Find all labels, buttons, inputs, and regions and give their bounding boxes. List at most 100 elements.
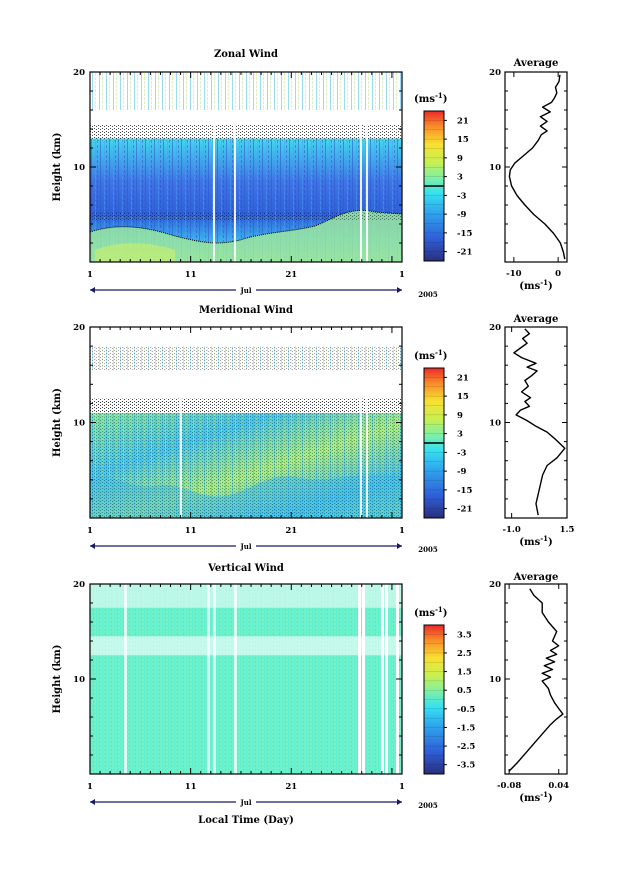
upper-sparse (90, 72, 402, 110)
colorbar-tick-label: -3 (457, 448, 467, 458)
timeline-arrow-left (90, 287, 95, 293)
data-gap-7 (385, 584, 388, 774)
contour-band-top (90, 398, 402, 413)
colorbar-tick-label: 2.5 (457, 649, 472, 659)
heatmap-field-2 (90, 346, 402, 518)
colorbar-tick-label: -1.5 (457, 723, 475, 733)
heatmap-field-1 (90, 72, 402, 262)
average-title: Average (513, 572, 559, 583)
y-minor-ticks (90, 71, 402, 263)
timeline-month: Jul (239, 542, 251, 551)
zero-contour-dots (90, 124, 402, 141)
colorbar-tick-label: 3 (457, 173, 463, 183)
average-y-tick-label: 10 (489, 419, 501, 429)
average-x-tick-label: 0 (555, 269, 561, 279)
sparse-top (90, 584, 402, 608)
x-tick-label: 11 (185, 526, 197, 536)
y-tick-label: 10 (73, 163, 85, 173)
colorbar-tick-label: -21 (457, 505, 472, 515)
x-tick-label: 1 (87, 526, 93, 536)
average-frame (504, 71, 568, 263)
colorbar-tick-label: -2.5 (457, 742, 475, 752)
x-tick-label: 11 (185, 270, 197, 280)
timeline-year: 2005 (418, 801, 438, 810)
average-title: Average (513, 58, 559, 69)
data-gap-2 (360, 110, 362, 262)
colorbar-tick-label: 21 (457, 116, 469, 126)
y-axis-label: Height (km) (52, 133, 63, 202)
panel-title: Zonal Wind (214, 49, 278, 60)
data-gap-1 (234, 110, 236, 262)
colorbar-tick-label: -0.5 (457, 705, 475, 715)
average-y-tick-label: 10 (489, 163, 501, 173)
x-tick-label: 1 (87, 270, 93, 280)
colorbar-tick-label: -21 (457, 248, 472, 258)
x-tick-label: 1 (399, 782, 405, 792)
average-y-tick-label: 20 (489, 68, 501, 78)
data-gap-5 (362, 584, 365, 774)
contour-dots (90, 412, 402, 518)
sparse-band (90, 636, 402, 656)
field-texture (90, 584, 402, 774)
average-y-tick-label: 20 (489, 580, 501, 590)
x-tick-label: 1 (87, 782, 93, 792)
x-tick-label: 11 (185, 782, 197, 792)
y-axis-label: Height (km) (52, 645, 63, 714)
x-tick-label: 1 (399, 526, 405, 536)
x-axis-label: Local Time (Day) (198, 815, 294, 826)
y-tick-label: 10 (73, 419, 85, 429)
colorbar-tick-label: 15 (457, 392, 469, 402)
heatmap-field-3 (90, 584, 402, 774)
average-frame (504, 326, 568, 519)
x-tick-label: 21 (285, 526, 297, 536)
x-tick-label: 21 (285, 782, 297, 792)
y-tick-label: 20 (73, 323, 85, 333)
x-minor-ticks (89, 584, 403, 774)
colorbar-tick-label: -3.5 (457, 761, 475, 771)
average-x-tick-label: -10 (506, 269, 521, 279)
colorbar-tick-label: 1.5 (457, 668, 472, 678)
average-profile-line (508, 588, 564, 772)
colorbar-tick-label: -15 (457, 486, 472, 496)
contour-band (90, 212, 402, 221)
positive-core (95, 243, 175, 262)
average-x-label: (ms-1) (519, 278, 552, 292)
colorbar-tick-label: 15 (457, 135, 469, 145)
average-y-tick-label: 20 (489, 323, 501, 333)
average-frame (504, 583, 568, 775)
timeline-arrow-right (397, 799, 402, 805)
average-x-tick-label: -1.0 (502, 525, 520, 535)
timeline-arrow-right (397, 543, 402, 549)
data-gap-0 (124, 584, 127, 774)
average-profile-line (508, 74, 566, 260)
colorbar-tick-label: 21 (457, 373, 469, 383)
x-minor-ticks (89, 72, 403, 262)
timeline-arrow-right (397, 287, 402, 293)
timeline-year: 2005 (418, 290, 438, 299)
x-tick-label: 21 (285, 270, 297, 280)
colorbar-unit: (ms-1) (414, 605, 447, 619)
zero-contour-line (90, 209, 402, 244)
y-minor-ticks (90, 583, 402, 775)
colorbar-unit: (ms-1) (414, 348, 447, 362)
data-gap-3 (366, 110, 368, 262)
y-axis-label: Height (km) (52, 388, 63, 457)
colorbar-levels (424, 377, 444, 509)
y-tick-label: 20 (73, 580, 85, 590)
data-gap-3 (234, 584, 237, 774)
colorbar-tick-label: -9 (457, 467, 467, 477)
timeline-arrow-left (90, 543, 95, 549)
data-gap-1 (207, 584, 210, 774)
average-x-tick-label: -0.08 (497, 781, 521, 791)
colorbar-tick-label: 3.5 (457, 630, 472, 640)
timeline-label-bg (236, 286, 256, 294)
average-profile-line (513, 328, 566, 516)
timeline-label-bg (236, 542, 256, 550)
colorbar-tick-label: 9 (457, 154, 463, 164)
data-gap-1 (366, 374, 368, 518)
average-y-tick-label: 10 (489, 675, 501, 685)
colorbar (423, 624, 445, 775)
